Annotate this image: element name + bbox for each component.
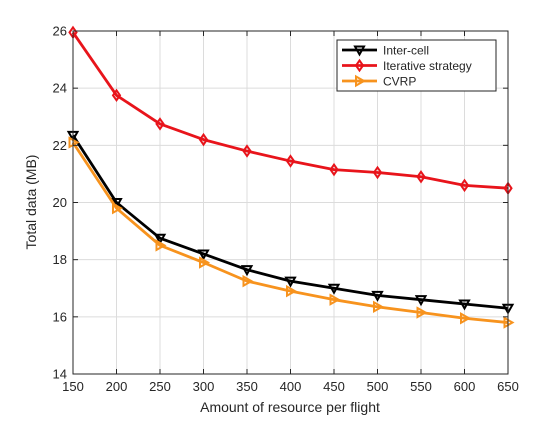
data-point bbox=[242, 144, 252, 158]
data-point bbox=[240, 265, 254, 277]
grid-lines bbox=[73, 31, 508, 374]
legend-marker bbox=[355, 74, 367, 88]
series-cvrp bbox=[68, 136, 515, 329]
x-tick-label: 650 bbox=[497, 379, 519, 394]
legend-marker bbox=[354, 58, 365, 73]
data-point bbox=[197, 249, 210, 261]
x-tick-label: 350 bbox=[236, 379, 258, 394]
y-tick-label: 22 bbox=[53, 138, 67, 153]
x-tick-label: 150 bbox=[62, 379, 84, 394]
x-tick-label: 200 bbox=[106, 379, 128, 394]
data-point bbox=[286, 284, 298, 298]
y-tick-label: 14 bbox=[53, 367, 67, 382]
axis-ticks: 150 200 250 300 350 400 450 500 550 600 650 14 16 18 2… bbox=[53, 24, 519, 395]
y-tick-label: 16 bbox=[53, 309, 67, 324]
data-point bbox=[329, 162, 339, 177]
legend-label: Iterative strategy bbox=[383, 59, 472, 73]
data-point bbox=[460, 312, 472, 325]
data-point bbox=[285, 154, 296, 168]
data-point bbox=[327, 283, 341, 295]
y-tick-label: 26 bbox=[53, 24, 67, 39]
data-point bbox=[153, 233, 167, 245]
data-point bbox=[155, 239, 167, 252]
x-tick-label: 600 bbox=[454, 379, 476, 394]
data-point bbox=[111, 88, 122, 103]
data-point bbox=[112, 202, 124, 215]
data-point bbox=[459, 178, 470, 193]
x-tick-label: 250 bbox=[149, 379, 171, 394]
data-point bbox=[414, 295, 428, 307]
data-point bbox=[373, 300, 385, 314]
x-tick-label: 500 bbox=[367, 379, 389, 394]
legend-label: CVRP bbox=[383, 75, 416, 89]
y-axis-label: Total data (MB) bbox=[23, 155, 39, 250]
data-point bbox=[329, 293, 341, 306]
data-point bbox=[416, 306, 428, 319]
legend-marker bbox=[353, 45, 366, 57]
legend-label: Inter-cell bbox=[383, 44, 429, 58]
data-point bbox=[242, 274, 254, 288]
series-layer bbox=[66, 25, 515, 329]
series-line bbox=[71, 141, 509, 324]
y-tick-label: 20 bbox=[53, 195, 67, 210]
data-point bbox=[458, 299, 471, 311]
x-tick-label: 300 bbox=[193, 379, 215, 394]
data-point bbox=[199, 256, 211, 269]
data-point bbox=[198, 132, 209, 147]
data-point bbox=[371, 290, 384, 302]
x-tick-label: 550 bbox=[410, 379, 432, 394]
x-tick-label: 450 bbox=[323, 379, 345, 394]
data-point bbox=[372, 165, 383, 180]
data-point bbox=[155, 117, 165, 131]
series-line bbox=[71, 134, 509, 310]
series-line bbox=[71, 31, 509, 190]
data-point bbox=[284, 276, 297, 288]
data-point bbox=[416, 170, 426, 184]
y-tick-label: 24 bbox=[53, 81, 67, 96]
x-axis-label: Amount of resource per flight bbox=[200, 399, 380, 415]
y-tick-label: 18 bbox=[53, 252, 67, 267]
x-tick-label: 400 bbox=[280, 379, 302, 394]
